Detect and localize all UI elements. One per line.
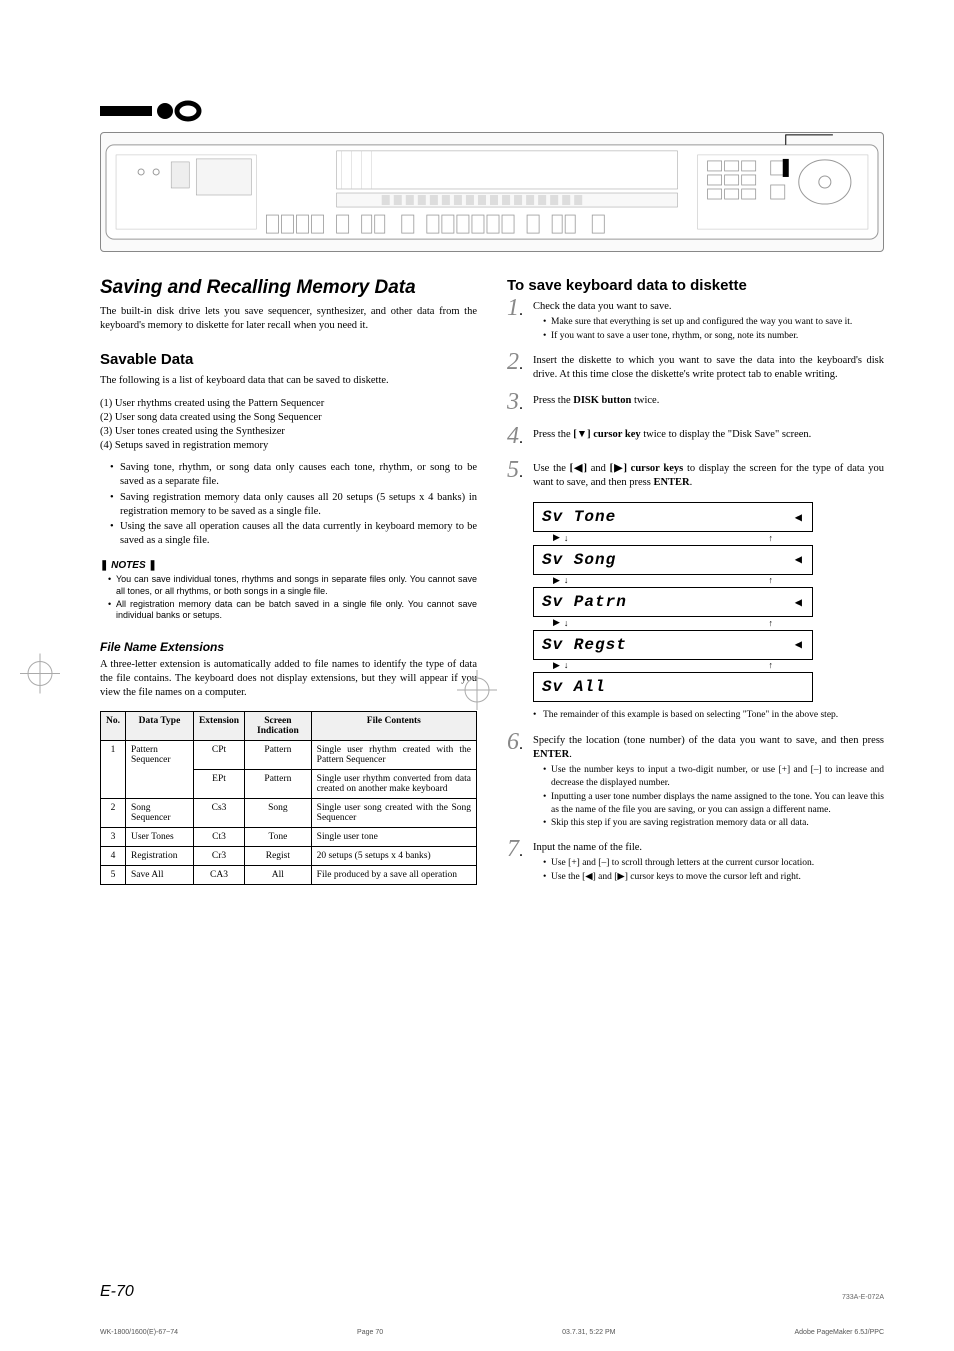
file-ext-header: File Name Extensions <box>100 640 477 654</box>
left-arrow-icon: ◀ <box>795 637 802 652</box>
left-arrow-icon: ◀ <box>795 510 802 525</box>
step: 6 Specify the location (tone number) of … <box>507 734 884 831</box>
step-sub: Use [+] and [–] to scroll through letter… <box>533 857 884 884</box>
page-footer: E-70 733A-E-072A <box>100 1283 884 1301</box>
lcd-screen: Sv Tone ◀ <box>533 502 813 532</box>
left-arrow-icon: ◀ <box>795 552 802 567</box>
step-number: 5 <box>507 458 533 482</box>
savable-intro: The following is a list of keyboard data… <box>100 374 477 388</box>
step-sub: Make sure that everything is set up and … <box>533 316 884 343</box>
savable-item: (3) User tones created using the Synthes… <box>100 425 477 439</box>
step-text: Press the [▼] cursor key twice to displa… <box>533 428 884 442</box>
extension-table: No. Data Type Extension Screen Indicatio… <box>100 711 477 885</box>
savable-item: (4) Setups saved in registration memory <box>100 439 477 453</box>
section-title: Saving and Recalling Memory Data <box>100 277 477 299</box>
table-row: 1 Pattern Sequencer CPt Pattern Single u… <box>101 740 477 769</box>
savable-item: (2) User song data created using the Son… <box>100 411 477 425</box>
keyboard-illustration <box>100 132 884 252</box>
step-number: 7 <box>507 837 533 861</box>
step-number: 3 <box>507 390 533 414</box>
lcd-nav: ▶↓↑ <box>533 573 813 587</box>
table-row: 3 User Tones Ct3 Tone Single user tone <box>101 827 477 846</box>
step: 3 Press the DISK button twice. <box>507 394 884 418</box>
footer-metadata: WK-1800/1600(E)-67~74 Page 70 03.7.31, 5… <box>100 1329 884 1336</box>
table-row: 4 Registration Cr3 Regist 20 setups (5 s… <box>101 846 477 865</box>
bullet-item: Using the save all operation causes all … <box>110 520 477 548</box>
left-arrow-icon: ◀ <box>795 595 802 610</box>
table-header: No. <box>101 711 126 740</box>
right-column: To save keyboard data to diskette 1 Chec… <box>507 277 884 895</box>
lcd-display-stack: Sv Tone ◀ ▶↓↑ Sv Song ◀ ▶↓↑ Sv Patrn ◀ ▶… <box>533 502 813 702</box>
lcd-screen: Sv Patrn ◀ <box>533 587 813 617</box>
table-row: 5 Save All CA3 All File produced by a sa… <box>101 865 477 884</box>
note-item: You can save individual tones, rhythms a… <box>108 574 477 597</box>
footer-code: 733A-E-072A <box>842 1294 884 1301</box>
step-sub: Use the number keys to input a two-digit… <box>533 764 884 830</box>
left-column: Saving and Recalling Memory Data The bui… <box>100 277 477 895</box>
savable-item: (1) User rhythms created using the Patte… <box>100 397 477 411</box>
header-decoration <box>100 100 884 122</box>
step-text: Input the name of the file. <box>533 841 884 855</box>
lcd-screen: Sv Regst ◀ <box>533 630 813 660</box>
savable-data-header: Savable Data <box>100 351 477 368</box>
lcd-screen: Sv Song ◀ <box>533 545 813 575</box>
step-text: Use the [◀] and [▶] cursor keys to displ… <box>533 462 884 490</box>
step: 2 Insert the diskette to which you want … <box>507 354 884 384</box>
step-number: 2 <box>507 350 533 374</box>
file-ext-intro: A three-letter extension is automaticall… <box>100 658 477 701</box>
lcd-nav: ▶↓↑ <box>533 658 813 672</box>
table-header: Screen Indication <box>245 711 312 740</box>
step: 4 Press the [▼] cursor key twice to disp… <box>507 428 884 452</box>
step: 5 Use the [◀] and [▶] cursor keys to dis… <box>507 462 884 492</box>
lcd-nav: ▶↓↑ <box>533 531 813 545</box>
table-header: Data Type <box>126 711 194 740</box>
bullet-item: Saving registration memory data only cau… <box>110 491 477 519</box>
savable-items: (1) User rhythms created using the Patte… <box>100 397 477 454</box>
step-number: 6 <box>507 730 533 754</box>
step-number: 4 <box>507 424 533 448</box>
save-procedure-header: To save keyboard data to diskette <box>507 277 884 294</box>
lcd-nav: ▶↓↑ <box>533 616 813 630</box>
lcd-screen: Sv All <box>533 672 813 702</box>
step-text: Specify the location (tone number) of th… <box>533 734 884 762</box>
bullet-item: Saving tone, rhythm, or song data only c… <box>110 461 477 489</box>
post-lcd-note: The remainder of this example is based o… <box>523 709 884 722</box>
table-header: File Contents <box>311 711 476 740</box>
table-row: 2 Song Sequencer Cs3 Song Single user so… <box>101 798 477 827</box>
step-text: Insert the diskette to which you want to… <box>533 354 884 382</box>
table-header: Extension <box>193 711 244 740</box>
notes-list: You can save individual tones, rhythms a… <box>100 574 477 622</box>
notes-header: NOTES <box>100 560 477 571</box>
step: 1 Check the data you want to save. Make … <box>507 300 884 344</box>
step: 7 Input the name of the file. Use [+] an… <box>507 841 884 885</box>
step-number: 1 <box>507 296 533 320</box>
page-number: E-70 <box>100 1283 134 1301</box>
intro-text: The built-in disk drive lets you save se… <box>100 305 477 333</box>
note-item: All registration memory data can be batc… <box>108 599 477 622</box>
step-text: Press the DISK button twice. <box>533 394 884 408</box>
savable-bullets: Saving tone, rhythm, or song data only c… <box>100 461 477 548</box>
step-text: Check the data you want to save. <box>533 300 884 314</box>
crop-mark-left <box>20 653 60 698</box>
